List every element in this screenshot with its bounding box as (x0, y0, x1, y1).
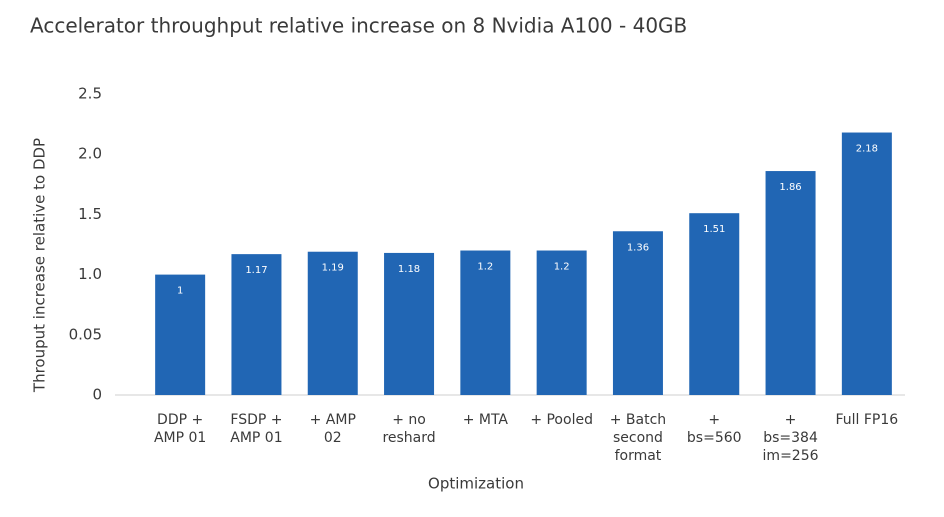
value-label: 1.51 (703, 224, 725, 235)
value-label: 1.17 (245, 265, 267, 276)
bar (765, 171, 816, 395)
y-tick-label: 1.0 (78, 265, 102, 283)
y-tick-label: 2.0 (78, 145, 102, 163)
y-tick-label: 0.05 (69, 325, 102, 343)
x-tick-label: + Pooled (530, 412, 593, 428)
value-label: 1.2 (477, 262, 493, 273)
bar (536, 250, 587, 395)
bar (689, 213, 740, 395)
y-tick-label: 1.5 (78, 205, 102, 223)
value-label: 1.86 (779, 182, 801, 193)
bar (460, 250, 511, 395)
value-label: 1.36 (627, 242, 649, 253)
x-tick-label: + AMP 02 (310, 412, 356, 446)
x-tick-label: + MTA (463, 412, 509, 428)
x-tick-label: DDP + AMP 01 (154, 412, 206, 446)
x-tick-label: + bs=560 (687, 412, 742, 446)
value-label: 2.18 (856, 144, 878, 155)
y-tick-label: 2.5 (78, 85, 102, 103)
bar (612, 231, 663, 395)
x-tick-label: + no reshard (382, 412, 435, 446)
value-label: 1.19 (322, 263, 344, 274)
chart-title: Accelerator throughput relative increase… (30, 14, 687, 38)
bar (155, 274, 206, 395)
value-label: 1.2 (554, 262, 570, 273)
x-tick-label: + bs=384 im=256 (763, 412, 819, 464)
bar (841, 132, 892, 395)
value-label: 1 (177, 286, 183, 297)
bar (384, 252, 435, 395)
value-label: 1.18 (398, 264, 420, 275)
bar (231, 254, 282, 395)
x-axis-title: Optimization (428, 475, 524, 493)
y-tick-label: 0 (92, 386, 102, 404)
x-tick-label: + Batch second format (610, 412, 666, 464)
x-tick-label: Full FP16 (835, 412, 898, 428)
y-axis-title: Throuput increase relative to DDP (31, 138, 49, 393)
bar (307, 251, 358, 395)
x-tick-label: FSDP + AMP 01 (230, 412, 282, 446)
